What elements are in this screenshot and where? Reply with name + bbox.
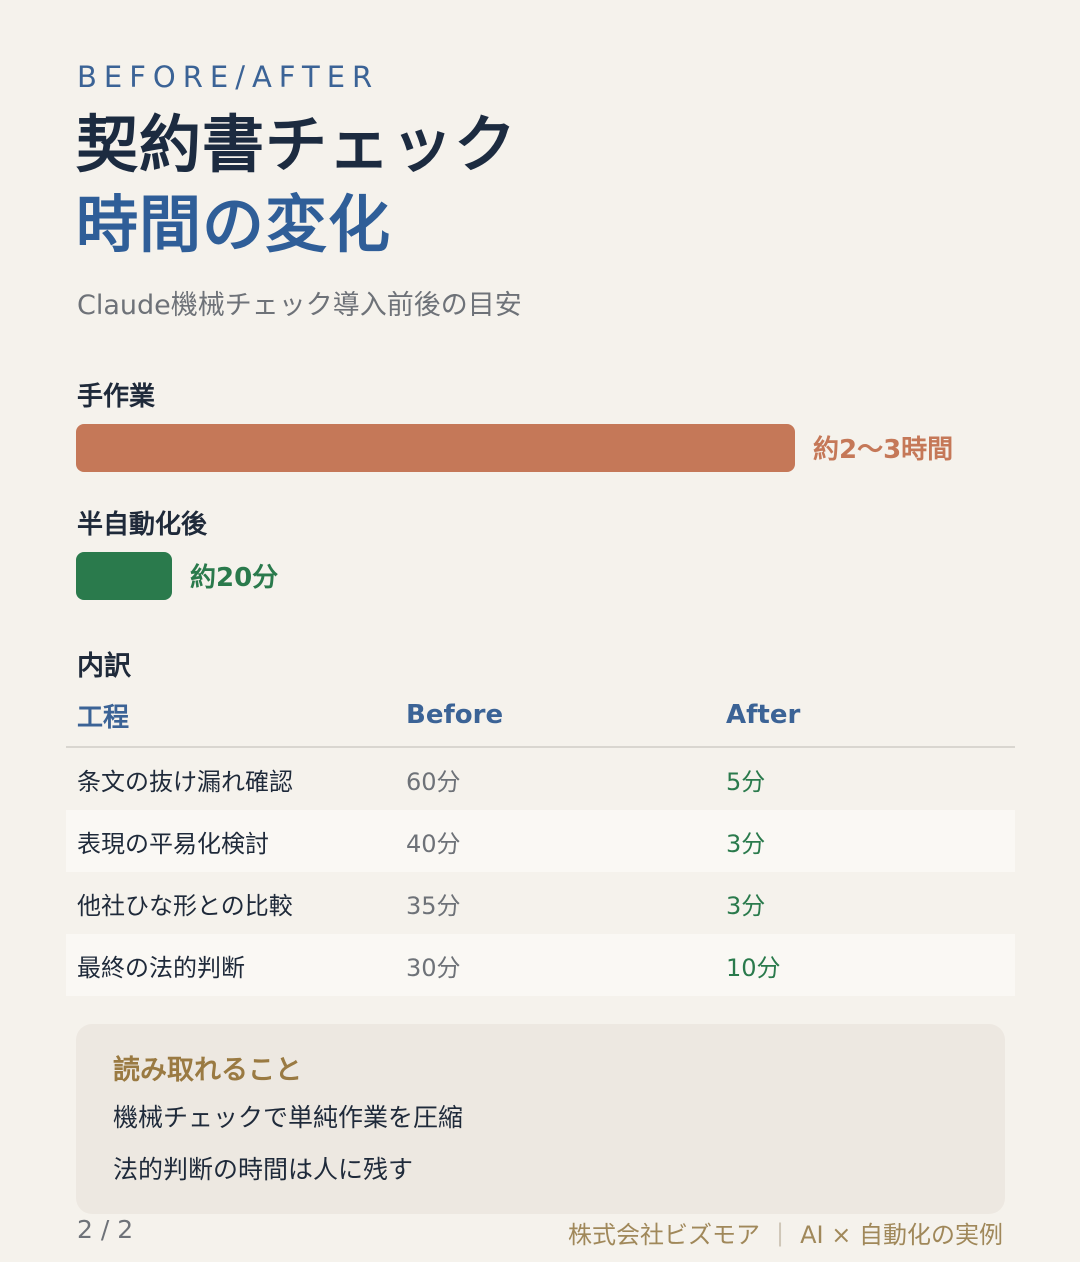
bar-manual	[76, 424, 795, 472]
cell-after: 3分	[726, 891, 766, 920]
insight-title: 読み取れること	[113, 1055, 302, 1086]
cell-task: 最終の法的判断	[77, 953, 245, 982]
page-indicator: 2 / 2	[77, 1215, 134, 1244]
separator: |	[776, 1218, 785, 1247]
breakdown-table: 工程 Before After 条文の抜け漏れ確認 60分 5分 表現の平易化検…	[66, 684, 1015, 996]
bar-semiauto	[76, 552, 172, 600]
cell-task: 条文の抜け漏れ確認	[77, 767, 293, 796]
bar-label-semiauto: 半自動化後	[77, 510, 208, 540]
bar-label-manual: 手作業	[77, 382, 156, 412]
cell-after: 10分	[726, 953, 781, 982]
table-row: 最終の法的判断 30分 10分	[66, 934, 1015, 996]
insight-line: 法的判断の時間は人に残す	[113, 1155, 414, 1184]
subtitle: Claude機械チェック導入前後の目安	[77, 290, 522, 321]
company-name: 株式会社ビズモア	[568, 1221, 761, 1249]
page-title-line2: 時間の変化	[76, 188, 392, 261]
breakdown-label: 内訳	[77, 651, 131, 682]
cell-after: 3分	[726, 829, 766, 858]
cell-task: 表現の平易化検討	[77, 829, 269, 858]
insight-box: 読み取れること 機械チェックで単純作業を圧縮 法的判断の時間は人に残す	[76, 1024, 1005, 1214]
insight-line: 機械チェックで単純作業を圧縮	[113, 1103, 464, 1132]
header-after: After	[726, 700, 801, 730]
footer-brand: 株式会社ビズモア | AI × 自動化の実例	[568, 1215, 1003, 1250]
cell-before: 30分	[406, 953, 461, 982]
cell-after: 5分	[726, 767, 766, 796]
table-row: 条文の抜け漏れ確認 60分 5分	[66, 748, 1015, 810]
header-before: Before	[406, 700, 504, 730]
series-name: AI × 自動化の実例	[800, 1221, 1003, 1249]
table-row: 表現の平易化検討 40分 3分	[66, 810, 1015, 872]
header-task: 工程	[77, 702, 130, 733]
cell-task: 他社ひな形との比較	[77, 891, 293, 920]
table-header: 工程 Before After	[66, 684, 1015, 748]
bar-value-semiauto: 約20分	[190, 563, 279, 593]
cell-before: 60分	[406, 767, 461, 796]
cell-before: 40分	[406, 829, 461, 858]
page-title-line1: 契約書チェック	[76, 108, 518, 181]
bar-value-manual: 約2〜3時間	[813, 435, 954, 465]
table-row: 他社ひな形との比較 35分 3分	[66, 872, 1015, 934]
eyebrow: BEFORE/AFTER	[77, 60, 380, 94]
cell-before: 35分	[406, 891, 461, 920]
